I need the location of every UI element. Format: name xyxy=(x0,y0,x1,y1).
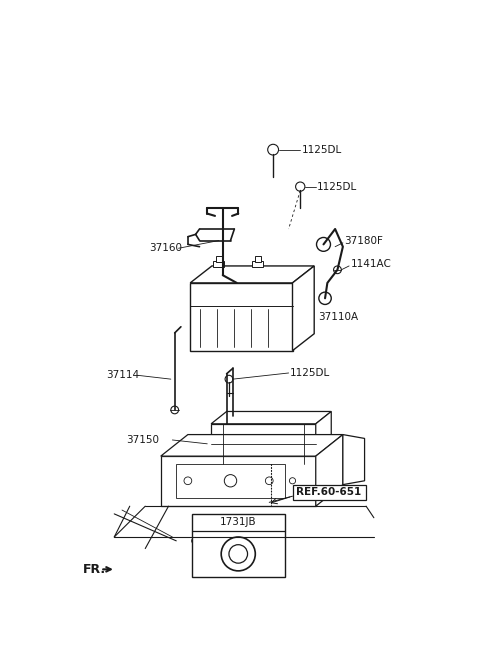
Text: 37160: 37160 xyxy=(149,243,182,253)
Text: 1125DL: 1125DL xyxy=(302,145,342,154)
Circle shape xyxy=(171,406,179,414)
Ellipse shape xyxy=(200,535,230,546)
Bar xyxy=(192,514,285,577)
Text: 37180F: 37180F xyxy=(345,236,384,246)
Text: 37150: 37150 xyxy=(126,435,159,445)
Bar xyxy=(292,485,366,500)
Circle shape xyxy=(334,266,341,274)
Polygon shape xyxy=(211,411,331,424)
Bar xyxy=(252,261,263,267)
Circle shape xyxy=(316,237,330,252)
Circle shape xyxy=(224,474,237,487)
Text: REF.60-651: REF.60-651 xyxy=(296,487,361,497)
Circle shape xyxy=(221,537,255,571)
Bar xyxy=(176,464,285,499)
Circle shape xyxy=(268,145,278,155)
Bar xyxy=(214,261,224,267)
Polygon shape xyxy=(161,434,343,456)
Text: FR.: FR. xyxy=(83,563,107,576)
Text: 1125DL: 1125DL xyxy=(317,181,358,192)
Circle shape xyxy=(229,545,248,563)
Circle shape xyxy=(285,447,292,455)
Polygon shape xyxy=(292,266,314,351)
Text: 37110A: 37110A xyxy=(318,312,358,322)
Circle shape xyxy=(296,182,305,191)
Polygon shape xyxy=(343,434,365,485)
Text: 1141AC: 1141AC xyxy=(350,259,392,269)
Bar xyxy=(190,283,292,351)
Ellipse shape xyxy=(192,532,238,549)
Bar xyxy=(161,456,316,506)
Circle shape xyxy=(184,477,192,485)
Circle shape xyxy=(265,477,273,485)
Bar xyxy=(254,256,261,262)
Text: 1125DL: 1125DL xyxy=(290,368,330,378)
Bar xyxy=(211,424,316,464)
Text: 37114: 37114 xyxy=(107,371,140,380)
Circle shape xyxy=(225,375,233,383)
Text: 1731JB: 1731JB xyxy=(220,517,257,528)
Circle shape xyxy=(234,447,242,455)
Bar xyxy=(216,256,222,262)
Circle shape xyxy=(319,292,331,304)
Polygon shape xyxy=(316,411,331,464)
Circle shape xyxy=(289,478,296,484)
Polygon shape xyxy=(190,266,314,283)
Polygon shape xyxy=(316,434,343,506)
